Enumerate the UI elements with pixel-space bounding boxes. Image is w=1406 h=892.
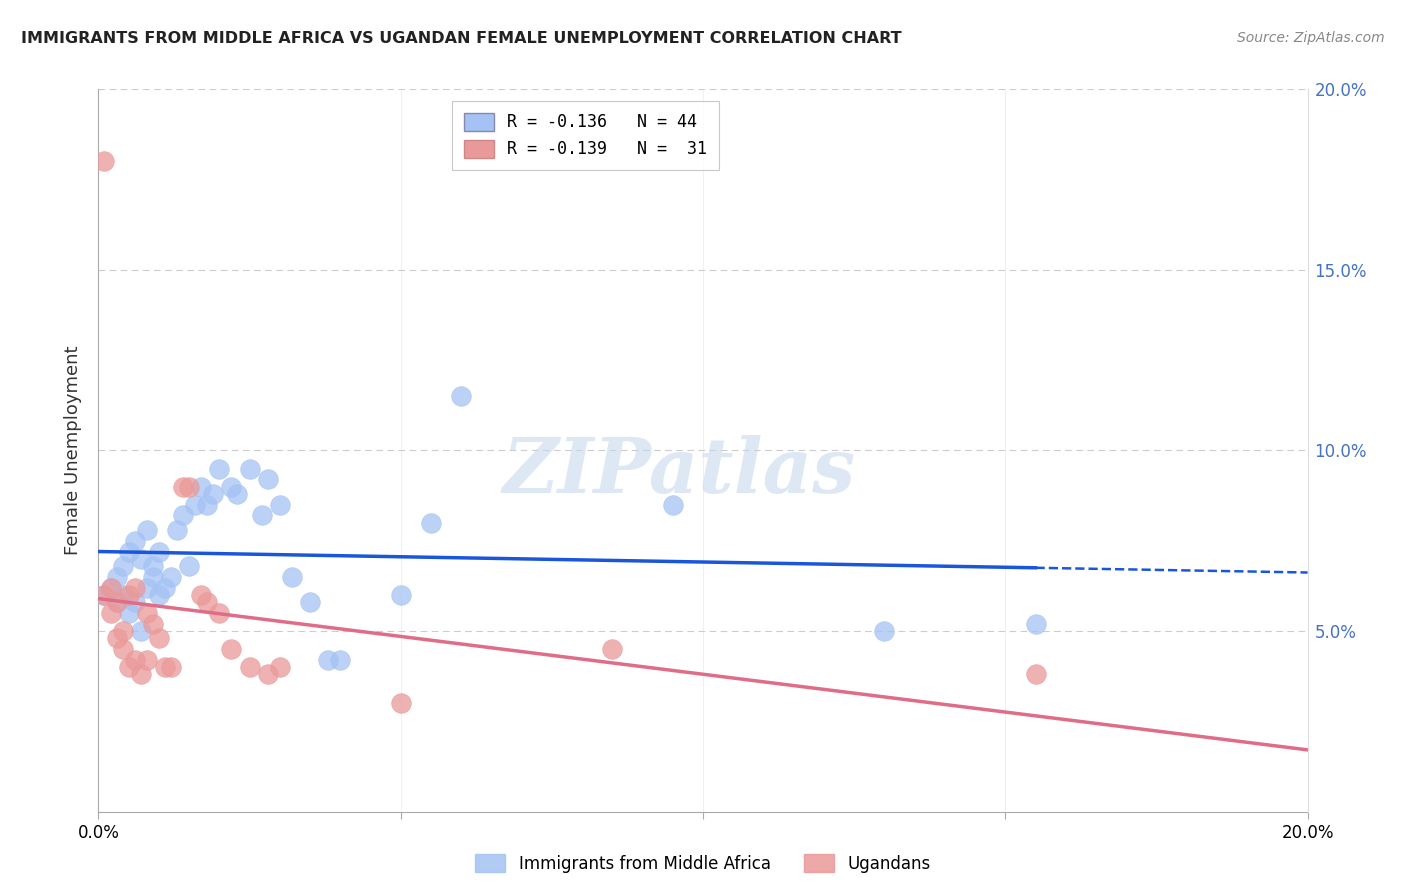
Point <box>129 624 152 639</box>
Point <box>111 642 134 657</box>
Point <box>93 588 115 602</box>
Point <box>153 660 176 674</box>
Point <box>100 606 122 620</box>
Point <box>281 570 304 584</box>
Point <box>118 660 141 674</box>
Point <box>166 523 188 537</box>
Point <box>118 588 141 602</box>
Point <box>111 624 134 639</box>
Point <box>172 508 194 523</box>
Point <box>111 559 134 574</box>
Point <box>1024 616 1046 631</box>
Point <box>129 551 152 566</box>
Point <box>153 581 176 595</box>
Point <box>226 487 249 501</box>
Point <box>250 508 273 523</box>
Point <box>135 523 157 537</box>
Point <box>172 480 194 494</box>
Point <box>190 480 212 494</box>
Point <box>100 581 122 595</box>
Point <box>105 595 128 609</box>
Point <box>148 632 170 646</box>
Point <box>93 588 115 602</box>
Point <box>135 581 157 595</box>
Point <box>299 595 322 609</box>
Point <box>195 595 218 609</box>
Y-axis label: Female Unemployment: Female Unemployment <box>65 346 83 555</box>
Point <box>111 588 134 602</box>
Point <box>148 588 170 602</box>
Text: Source: ZipAtlas.com: Source: ZipAtlas.com <box>1237 31 1385 45</box>
Point <box>142 559 165 574</box>
Point <box>105 632 128 646</box>
Point <box>179 559 201 574</box>
Point <box>208 606 231 620</box>
Point <box>389 588 412 602</box>
Point <box>221 480 243 494</box>
Text: IMMIGRANTS FROM MIDDLE AFRICA VS UGANDAN FEMALE UNEMPLOYMENT CORRELATION CHART: IMMIGRANTS FROM MIDDLE AFRICA VS UGANDAN… <box>21 31 901 46</box>
Point <box>329 653 352 667</box>
Point <box>602 642 624 657</box>
Point <box>221 642 243 657</box>
Point <box>148 544 170 558</box>
Text: ZIPatlas: ZIPatlas <box>502 435 855 509</box>
Point <box>184 498 207 512</box>
Point <box>124 595 146 609</box>
Point <box>160 660 183 674</box>
Point <box>124 581 146 595</box>
Point <box>129 667 152 681</box>
Point <box>124 533 146 548</box>
Legend: Immigrants from Middle Africa, Ugandans: Immigrants from Middle Africa, Ugandans <box>468 847 938 880</box>
Point <box>93 154 115 169</box>
Point <box>450 389 472 403</box>
Point <box>135 653 157 667</box>
Point <box>105 595 128 609</box>
Point <box>269 498 291 512</box>
Point <box>256 667 278 681</box>
Point <box>190 588 212 602</box>
Point <box>118 544 141 558</box>
Point <box>239 660 262 674</box>
Point <box>316 653 339 667</box>
Point <box>389 697 412 711</box>
Point <box>160 570 183 584</box>
Point <box>100 581 122 595</box>
Point <box>239 461 262 475</box>
Point <box>118 606 141 620</box>
Point <box>269 660 291 674</box>
Point <box>256 472 278 486</box>
Point <box>142 616 165 631</box>
Point <box>1024 667 1046 681</box>
Point <box>105 570 128 584</box>
Point <box>661 498 683 512</box>
Point <box>142 570 165 584</box>
Point <box>420 516 443 530</box>
Point <box>208 461 231 475</box>
Point <box>202 487 225 501</box>
Point <box>195 498 218 512</box>
Point <box>124 653 146 667</box>
Point <box>135 606 157 620</box>
Point <box>179 480 201 494</box>
Legend: R = -0.136   N = 44, R = -0.139   N =  31: R = -0.136 N = 44, R = -0.139 N = 31 <box>453 101 718 170</box>
Point <box>873 624 896 639</box>
